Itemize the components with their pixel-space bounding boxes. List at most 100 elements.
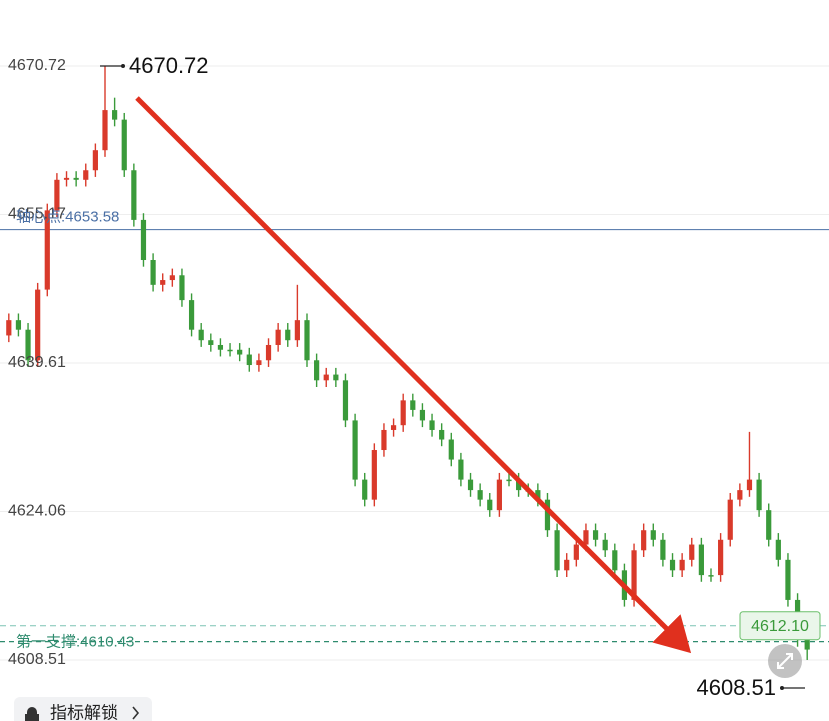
candle-body bbox=[516, 479, 522, 491]
candle-body bbox=[689, 544, 695, 560]
candle-body bbox=[63, 177, 70, 180]
candle-body bbox=[35, 289, 41, 361]
candle-body bbox=[352, 420, 358, 480]
candle-body bbox=[188, 300, 195, 330]
button-label: 指标解锁 bbox=[50, 703, 118, 721]
candle-body bbox=[342, 380, 349, 421]
candle-body bbox=[275, 329, 281, 345]
candle-body bbox=[400, 400, 406, 426]
candle-body bbox=[333, 374, 339, 381]
candle-body bbox=[679, 559, 685, 571]
candle-body bbox=[256, 360, 262, 366]
y-tick-label: 4655.17 bbox=[8, 206, 66, 223]
unlock-button[interactable]: 指标解锁 bbox=[14, 697, 152, 721]
candle-body bbox=[506, 479, 512, 482]
y-tick-label: 4624.06 bbox=[8, 503, 66, 520]
y-tick-label: 4670.72 bbox=[8, 57, 66, 74]
candle-body bbox=[583, 530, 589, 545]
candle-body bbox=[294, 320, 300, 341]
candle-body bbox=[477, 490, 483, 500]
candle-body bbox=[323, 374, 329, 381]
candle-body bbox=[631, 550, 637, 600]
candle-body bbox=[102, 110, 108, 151]
candle-body bbox=[217, 344, 224, 350]
candle-body bbox=[429, 420, 435, 430]
candle-body bbox=[15, 320, 22, 330]
support-label: 第一支撑:4610.43 bbox=[16, 633, 134, 651]
labels: 4608.51 4624.06 4639.61 4655.17 4670.72 轴心点:4… bbox=[8, 53, 821, 700]
candle-body bbox=[6, 320, 12, 336]
candle-body bbox=[169, 275, 175, 281]
candle-body bbox=[718, 539, 724, 576]
candle-body bbox=[371, 450, 377, 500]
candle-body bbox=[140, 219, 147, 261]
candle-body bbox=[612, 550, 618, 571]
candle-body bbox=[785, 559, 791, 600]
candles bbox=[6, 65, 810, 660]
candle-body bbox=[708, 575, 714, 577]
candle-body bbox=[246, 354, 252, 366]
candle-body bbox=[775, 539, 781, 560]
candle-body bbox=[208, 340, 214, 345]
candle-body bbox=[73, 177, 79, 180]
candle-body bbox=[650, 530, 656, 540]
y-tick-label: 4608.51 bbox=[8, 651, 66, 668]
candle-body bbox=[198, 329, 204, 341]
candle-body bbox=[641, 530, 647, 551]
candle-body bbox=[150, 260, 156, 285]
candle-body bbox=[390, 425, 397, 430]
candle-body bbox=[131, 170, 137, 220]
candle-body bbox=[448, 439, 454, 460]
max-marker-dot bbox=[121, 63, 125, 68]
candle-body bbox=[766, 510, 772, 540]
candle-body bbox=[121, 119, 127, 171]
candle-body bbox=[265, 344, 272, 361]
candle-body bbox=[285, 329, 291, 341]
last-price-box bbox=[739, 611, 821, 641]
candle-body bbox=[535, 490, 541, 500]
candle-body bbox=[25, 329, 31, 361]
trend-arrow bbox=[135, 96, 692, 654]
candle-body bbox=[554, 530, 560, 571]
candle-body bbox=[314, 360, 320, 381]
expand-icon[interactable] bbox=[768, 644, 802, 678]
candle-body bbox=[573, 544, 579, 560]
candle-body bbox=[419, 409, 426, 421]
candle-body bbox=[160, 280, 166, 285]
candle-body bbox=[467, 479, 474, 491]
max-marker-label: 4670.72 bbox=[129, 53, 209, 78]
candle-body bbox=[179, 275, 185, 301]
candle-body bbox=[381, 429, 387, 451]
candle-body bbox=[564, 559, 570, 571]
candle-body bbox=[54, 179, 60, 211]
candle-body bbox=[458, 459, 464, 480]
candle-body bbox=[227, 349, 233, 352]
candle-body bbox=[487, 499, 493, 511]
grid bbox=[0, 65, 829, 661]
candle-body bbox=[496, 479, 502, 511]
candle-body bbox=[362, 479, 368, 500]
candle-body bbox=[804, 640, 810, 650]
candle-body bbox=[44, 210, 50, 290]
candle-body bbox=[439, 429, 445, 440]
last-price-label: 4612.10 bbox=[751, 618, 809, 635]
candle-body bbox=[756, 479, 762, 511]
candle-body bbox=[304, 320, 310, 361]
candle-body bbox=[92, 150, 98, 171]
min-marker-label: 4608.51 bbox=[696, 675, 776, 700]
candle-body bbox=[727, 499, 733, 540]
candle-body bbox=[746, 479, 753, 491]
candle-body bbox=[112, 110, 118, 120]
candle-body bbox=[669, 559, 676, 571]
candle-body bbox=[698, 544, 704, 576]
candle-body bbox=[544, 499, 551, 531]
candle-body bbox=[410, 400, 416, 410]
candle-body bbox=[602, 539, 608, 551]
pivot-label: 轴心点:4653.58 bbox=[16, 209, 119, 226]
candle-body bbox=[237, 349, 243, 355]
candle-body bbox=[737, 490, 743, 500]
candle-body bbox=[83, 170, 89, 180]
